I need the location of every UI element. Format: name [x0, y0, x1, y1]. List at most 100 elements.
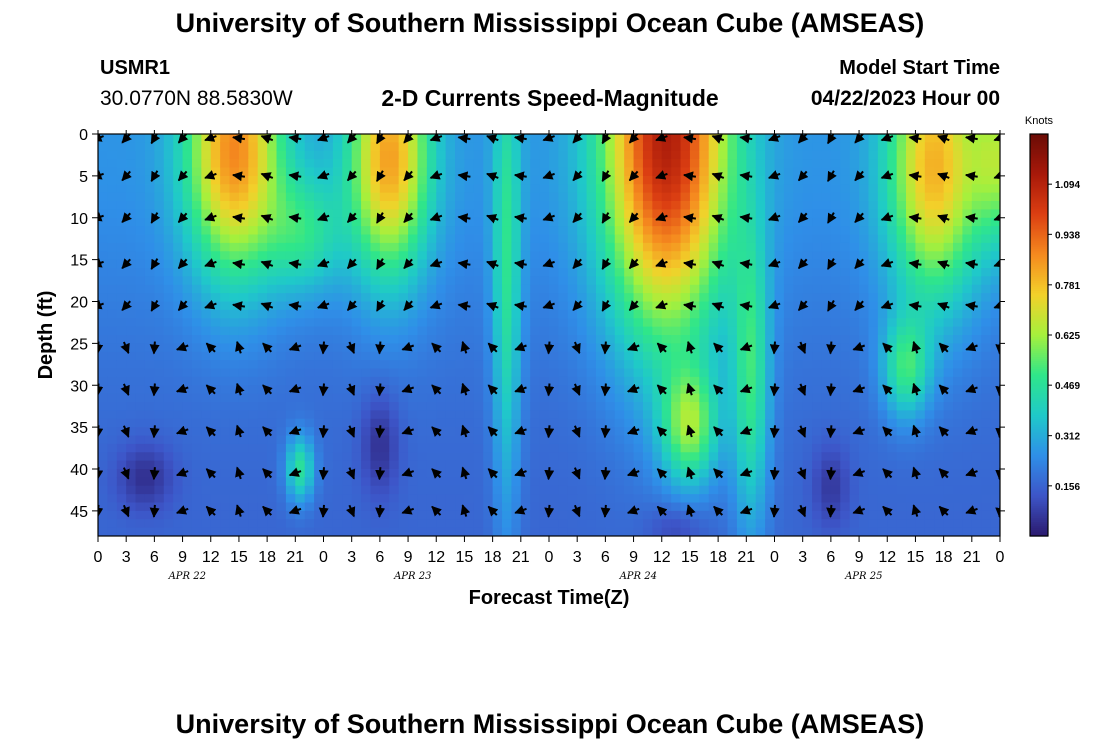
- heatmap-cell: [906, 226, 917, 236]
- current-vector-arrow: [739, 213, 753, 224]
- heatmap-cell: [267, 276, 278, 286]
- heatmap-cell: [173, 376, 184, 386]
- heatmap-cell: [661, 376, 672, 386]
- heatmap-cell: [191, 435, 202, 445]
- heatmap-cell: [220, 226, 231, 236]
- heatmap-cell: [267, 485, 278, 495]
- heatmap-cell: [793, 201, 804, 210]
- heatmap-cell: [567, 477, 578, 487]
- heatmap-cell: [107, 343, 118, 353]
- heatmap-cell: [718, 142, 729, 152]
- heatmap-cell: [520, 309, 531, 319]
- heatmap-cell: [567, 309, 578, 319]
- heatmap-cell: [812, 309, 823, 319]
- heatmap-cell: [163, 268, 174, 277]
- heatmap-cell: [727, 284, 738, 294]
- x-tick-label: 12: [202, 549, 220, 566]
- current-vector-arrow: [486, 134, 499, 144]
- heatmap-cell: [455, 385, 466, 395]
- heatmap-cell: [840, 167, 851, 177]
- heatmap-cell: [520, 184, 531, 194]
- heatmap-cell: [906, 452, 917, 462]
- heatmap-cell: [887, 309, 898, 319]
- heatmap-cell: [295, 460, 306, 470]
- heatmap-cell: [868, 326, 879, 336]
- heatmap-cell: [361, 452, 372, 462]
- heatmap-cell: [595, 368, 606, 378]
- heatmap-cell: [652, 217, 663, 227]
- heatmap-cell: [426, 209, 437, 219]
- heatmap-cell: [238, 502, 249, 512]
- heatmap-cell: [191, 402, 202, 411]
- heatmap-cell: [229, 326, 240, 336]
- heatmap-cell: [680, 376, 691, 386]
- current-vector-arrow: [316, 299, 330, 310]
- heatmap-cell: [135, 502, 146, 512]
- heatmap-cell: [990, 175, 1000, 185]
- heatmap-cell: [530, 519, 541, 529]
- heatmap-cell: [436, 410, 447, 420]
- heatmap-cell: [238, 167, 249, 177]
- heatmap-cell: [417, 301, 428, 311]
- heatmap-cell: [238, 510, 249, 520]
- heatmap-cell: [210, 159, 221, 169]
- heatmap-cell: [981, 427, 992, 437]
- heatmap-cell: [765, 318, 776, 328]
- heatmap-cell: [332, 226, 343, 236]
- heatmap-cell: [98, 393, 108, 403]
- heatmap-cell: [962, 175, 973, 185]
- heatmap-cell: [849, 402, 860, 411]
- heatmap-cell: [812, 150, 823, 160]
- heatmap-cell: [408, 326, 419, 336]
- heatmap-cell: [971, 469, 982, 478]
- heatmap-cell: [351, 318, 362, 328]
- heatmap-cell: [746, 351, 757, 361]
- heatmap-cell: [107, 150, 118, 160]
- heatmap-cell: [154, 326, 165, 336]
- heatmap-cell: [642, 276, 653, 286]
- heatmap-cell: [135, 175, 146, 185]
- heatmap-cell: [426, 293, 437, 303]
- heatmap-cell: [520, 226, 531, 236]
- heatmap-cell: [295, 527, 306, 536]
- heatmap-cell: [257, 184, 268, 194]
- heatmap-cell: [314, 309, 325, 319]
- heatmap-cell: [295, 234, 306, 244]
- heatmap-cell: [220, 519, 231, 529]
- heatmap-cell: [98, 276, 108, 286]
- heatmap-cell: [276, 251, 287, 261]
- heatmap-cell: [821, 519, 832, 529]
- current-vector-arrow: [150, 170, 161, 182]
- heatmap-cell: [671, 268, 682, 277]
- heatmap-cell: [492, 284, 503, 294]
- heatmap-cell: [492, 527, 503, 536]
- heatmap-cell: [248, 435, 259, 445]
- heatmap-cell: [567, 360, 578, 370]
- model-start-label: Model Start Time: [839, 57, 1000, 79]
- heatmap-cell: [445, 159, 456, 169]
- heatmap-cell: [887, 368, 898, 378]
- heatmap-cell: [868, 368, 879, 378]
- heatmap-cell: [605, 326, 616, 336]
- heatmap-cell: [746, 226, 757, 236]
- heatmap-cell: [257, 284, 268, 294]
- heatmap-cell: [633, 343, 644, 353]
- heatmap-cell: [736, 443, 747, 453]
- heatmap-cell: [962, 368, 973, 378]
- heatmap-cell: [464, 368, 475, 378]
- heatmap-cell: [830, 318, 841, 328]
- heatmap-cell: [220, 360, 231, 370]
- heatmap-cell: [389, 494, 400, 504]
- heatmap-cell: [276, 335, 287, 344]
- heatmap-cell: [135, 284, 146, 294]
- heatmap-cell: [295, 326, 306, 336]
- heatmap-cell: [868, 443, 879, 453]
- heatmap-cell: [539, 159, 550, 169]
- heatmap-cell: [445, 251, 456, 261]
- heatmap-cell: [163, 251, 174, 261]
- current-vector-arrow: [965, 383, 978, 394]
- heatmap-cell: [614, 276, 625, 286]
- heatmap-cell: [417, 385, 428, 395]
- heatmap-cell: [455, 360, 466, 370]
- heatmap-cell: [173, 368, 184, 378]
